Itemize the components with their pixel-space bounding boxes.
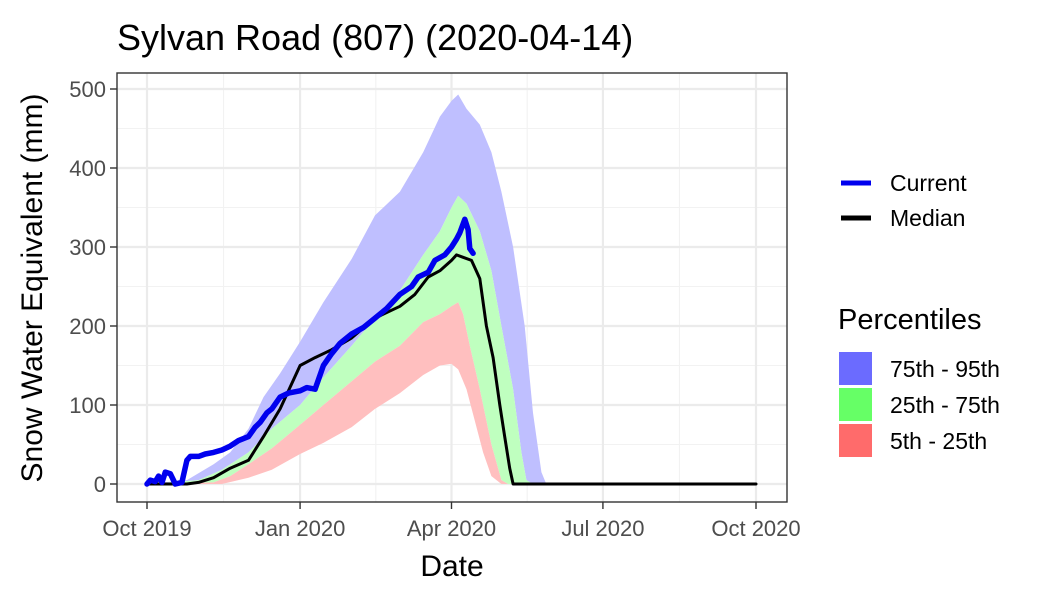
data-lines (144, 216, 758, 487)
series-line-median (145, 253, 758, 486)
y-tick-label: 500 (69, 77, 106, 102)
band-75-95 (147, 94, 756, 484)
band-5-25 (147, 302, 756, 484)
y-axis-title: Snow Water Equivalent (mm) (16, 93, 49, 482)
legend-swatch-band (839, 424, 872, 457)
legend: Percentiles Current Median 75th - 95th 25th… (838, 170, 1000, 457)
y-tick-label: 100 (69, 393, 106, 418)
legend-label-current: Current (890, 170, 967, 196)
y-tick-label: 300 (69, 235, 106, 260)
x-axis-title: Date (420, 550, 483, 583)
legend-label-median: Median (890, 205, 965, 231)
y-tick-label: 0 (94, 472, 106, 497)
x-tick-label: Oct 2019 (102, 516, 191, 541)
x-tick-label: Apr 2020 (407, 516, 496, 541)
x-tick-label: Jan 2020 (255, 516, 346, 541)
y-tick-label: 200 (69, 314, 106, 339)
x-tick-label: Jul 2020 (561, 516, 644, 541)
legend-label-band: 25th - 75th (890, 392, 1000, 418)
chart-title: Sylvan Road (807) (2020-04-14) (117, 17, 633, 58)
legend-label-band: 5th - 25th (890, 428, 987, 454)
legend-swatch-band (839, 352, 872, 385)
x-tick-label: Oct 2020 (711, 516, 800, 541)
y-tick-label: 400 (69, 156, 106, 181)
band-25-75 (147, 195, 756, 484)
legend-swatch-band (839, 388, 872, 421)
x-axis: Oct 2019 Jan 2020 Apr 2020 Jul 2020 Oct 2020 (102, 502, 801, 541)
series-line-current (144, 216, 476, 487)
legend-label-band: 75th - 95th (890, 356, 1000, 382)
percentiles-legend-title: Percentiles (838, 304, 981, 336)
y-axis: 0 100 200 300 400 500 (69, 77, 117, 497)
percentile-bands (147, 94, 756, 484)
